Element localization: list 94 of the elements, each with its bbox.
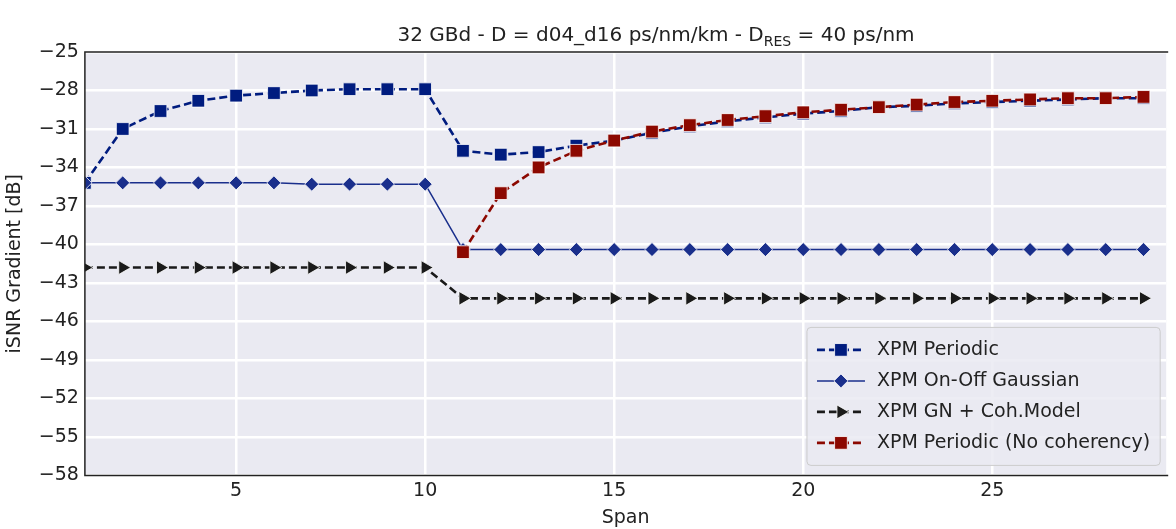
x-tick-label: 10 <box>413 477 438 500</box>
point <box>685 291 699 306</box>
point <box>723 291 737 306</box>
point <box>190 175 206 191</box>
point <box>1022 242 1038 257</box>
point <box>494 186 508 200</box>
point <box>606 242 622 257</box>
point <box>118 260 132 275</box>
point <box>228 175 244 191</box>
point <box>798 291 812 306</box>
point <box>456 144 470 158</box>
point <box>758 242 773 257</box>
point <box>534 291 547 306</box>
point <box>231 260 245 275</box>
point <box>115 122 130 136</box>
point <box>380 82 395 96</box>
point <box>496 291 510 306</box>
point <box>307 260 321 275</box>
point <box>984 242 1000 257</box>
point <box>266 175 282 191</box>
legend-label: XPM On-Off Gaussian <box>876 367 1080 390</box>
point <box>950 291 963 306</box>
point <box>947 242 962 257</box>
point <box>912 291 926 306</box>
y-tick-label: −28 <box>38 77 79 100</box>
point <box>569 144 584 158</box>
y-tick-label: −31 <box>38 115 79 138</box>
point <box>379 176 395 192</box>
point <box>647 291 661 306</box>
point <box>909 242 925 257</box>
point <box>458 291 472 306</box>
point <box>153 175 168 191</box>
point <box>153 104 168 118</box>
legend-label: XPM Periodic <box>876 336 999 359</box>
legend-label: XPM Periodic (No coherency) <box>876 429 1151 452</box>
legend-label: XPM GN + Coh.Model <box>876 398 1081 421</box>
point <box>644 242 660 257</box>
point <box>229 88 243 103</box>
point <box>1139 291 1152 306</box>
point <box>1063 291 1077 306</box>
y-tick-label: −40 <box>38 231 79 254</box>
point <box>382 260 396 275</box>
point <box>531 145 546 159</box>
y-tick-label: −52 <box>38 385 79 408</box>
point <box>531 160 546 175</box>
point <box>569 242 584 257</box>
point <box>267 86 281 100</box>
x-tick-label: 5 <box>230 477 243 500</box>
point <box>795 242 811 257</box>
point <box>417 176 433 192</box>
y-axis-title: iSNR Gradient [dB] <box>2 173 25 354</box>
point <box>304 83 319 98</box>
y-tick-label: −25 <box>38 38 79 61</box>
y-tick-label: −43 <box>38 269 79 292</box>
point <box>494 147 508 162</box>
point <box>1098 242 1114 257</box>
point <box>342 82 357 96</box>
point <box>493 242 509 257</box>
point <box>156 260 169 275</box>
point <box>345 260 358 275</box>
y-tick-label: −46 <box>38 308 79 331</box>
point <box>1060 242 1076 257</box>
y-tick-label: −34 <box>38 154 79 177</box>
point <box>1136 242 1151 257</box>
point <box>115 175 131 191</box>
chart-title: 32 GBd - D = d04_d16 ps/nm/km - D$_{RES}$ = 40 ps/nm <box>396 22 916 49</box>
point <box>418 82 432 96</box>
y-tick-label: −37 <box>38 192 79 215</box>
point <box>836 291 850 306</box>
y-tick-label: −55 <box>38 423 79 446</box>
point <box>304 176 320 192</box>
point <box>193 260 207 275</box>
x-axis-title: Span <box>601 504 650 527</box>
y-tick-label: −49 <box>38 346 79 369</box>
point <box>420 260 434 275</box>
point <box>682 242 698 257</box>
point <box>269 260 283 275</box>
point <box>531 242 546 257</box>
point <box>987 291 1001 306</box>
point <box>833 242 849 257</box>
point <box>874 291 888 306</box>
point <box>761 291 774 306</box>
y-tick-label: −58 <box>38 462 79 485</box>
point <box>1101 291 1115 306</box>
point <box>871 242 887 257</box>
point <box>572 291 585 306</box>
x-tick-label: 25 <box>980 477 1005 500</box>
x-tick-label: 20 <box>791 477 816 500</box>
point <box>342 176 357 192</box>
x-tick-label: 15 <box>602 477 627 500</box>
point <box>720 242 736 257</box>
point <box>609 291 623 306</box>
point <box>1025 291 1039 306</box>
point <box>191 93 206 108</box>
